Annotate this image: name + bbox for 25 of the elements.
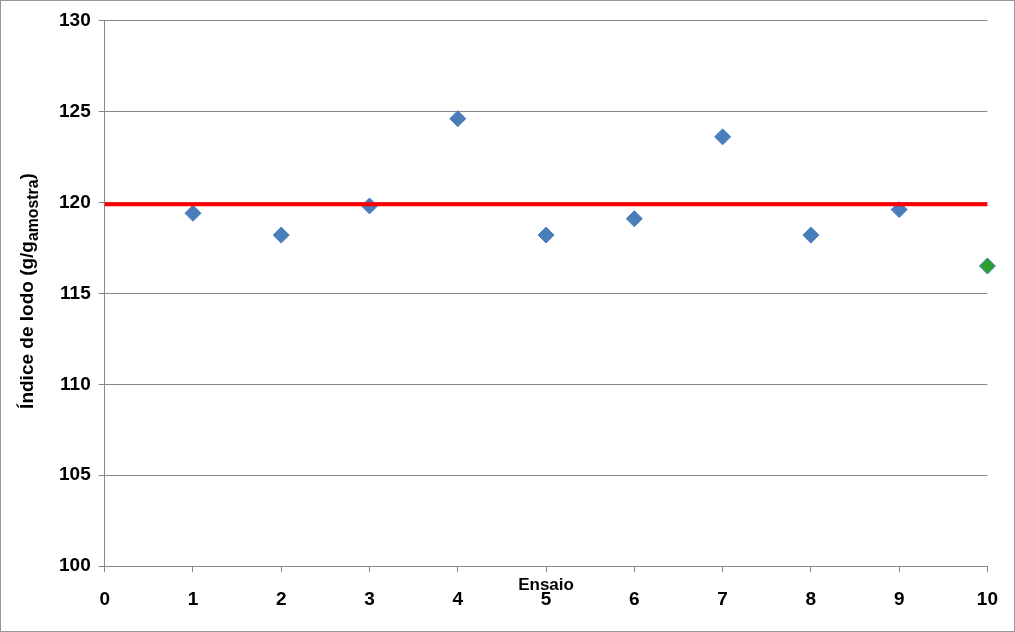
point: [625, 210, 643, 228]
x-tick-label: 4: [452, 587, 464, 609]
y-tick-label: 125: [59, 99, 92, 121]
point: [537, 226, 555, 244]
y-tick-label: 110: [60, 372, 91, 394]
point: [978, 257, 996, 275]
point: [714, 128, 732, 146]
point: [449, 110, 467, 128]
x-tick-label: 8: [805, 587, 817, 609]
y-tick-label: 105: [59, 463, 92, 485]
point: [272, 226, 290, 244]
point: [802, 226, 820, 244]
y-tick-label: 120: [59, 190, 91, 212]
x-tick-label: 9: [893, 587, 905, 609]
y-tick-label: 115: [60, 281, 92, 303]
x-tick-label: 3: [364, 587, 375, 609]
x-tick-label: 10: [976, 587, 998, 609]
x-tick-label: 1: [187, 587, 199, 609]
y-tick-label: 100: [59, 554, 91, 576]
x-tick-label: 7: [717, 587, 728, 609]
point: [184, 204, 202, 222]
x-tick-label: 6: [629, 587, 640, 609]
x-tick-label: 2: [275, 587, 287, 609]
x-tick-label: 0: [99, 587, 110, 609]
y-tick-label: 130: [59, 8, 91, 30]
